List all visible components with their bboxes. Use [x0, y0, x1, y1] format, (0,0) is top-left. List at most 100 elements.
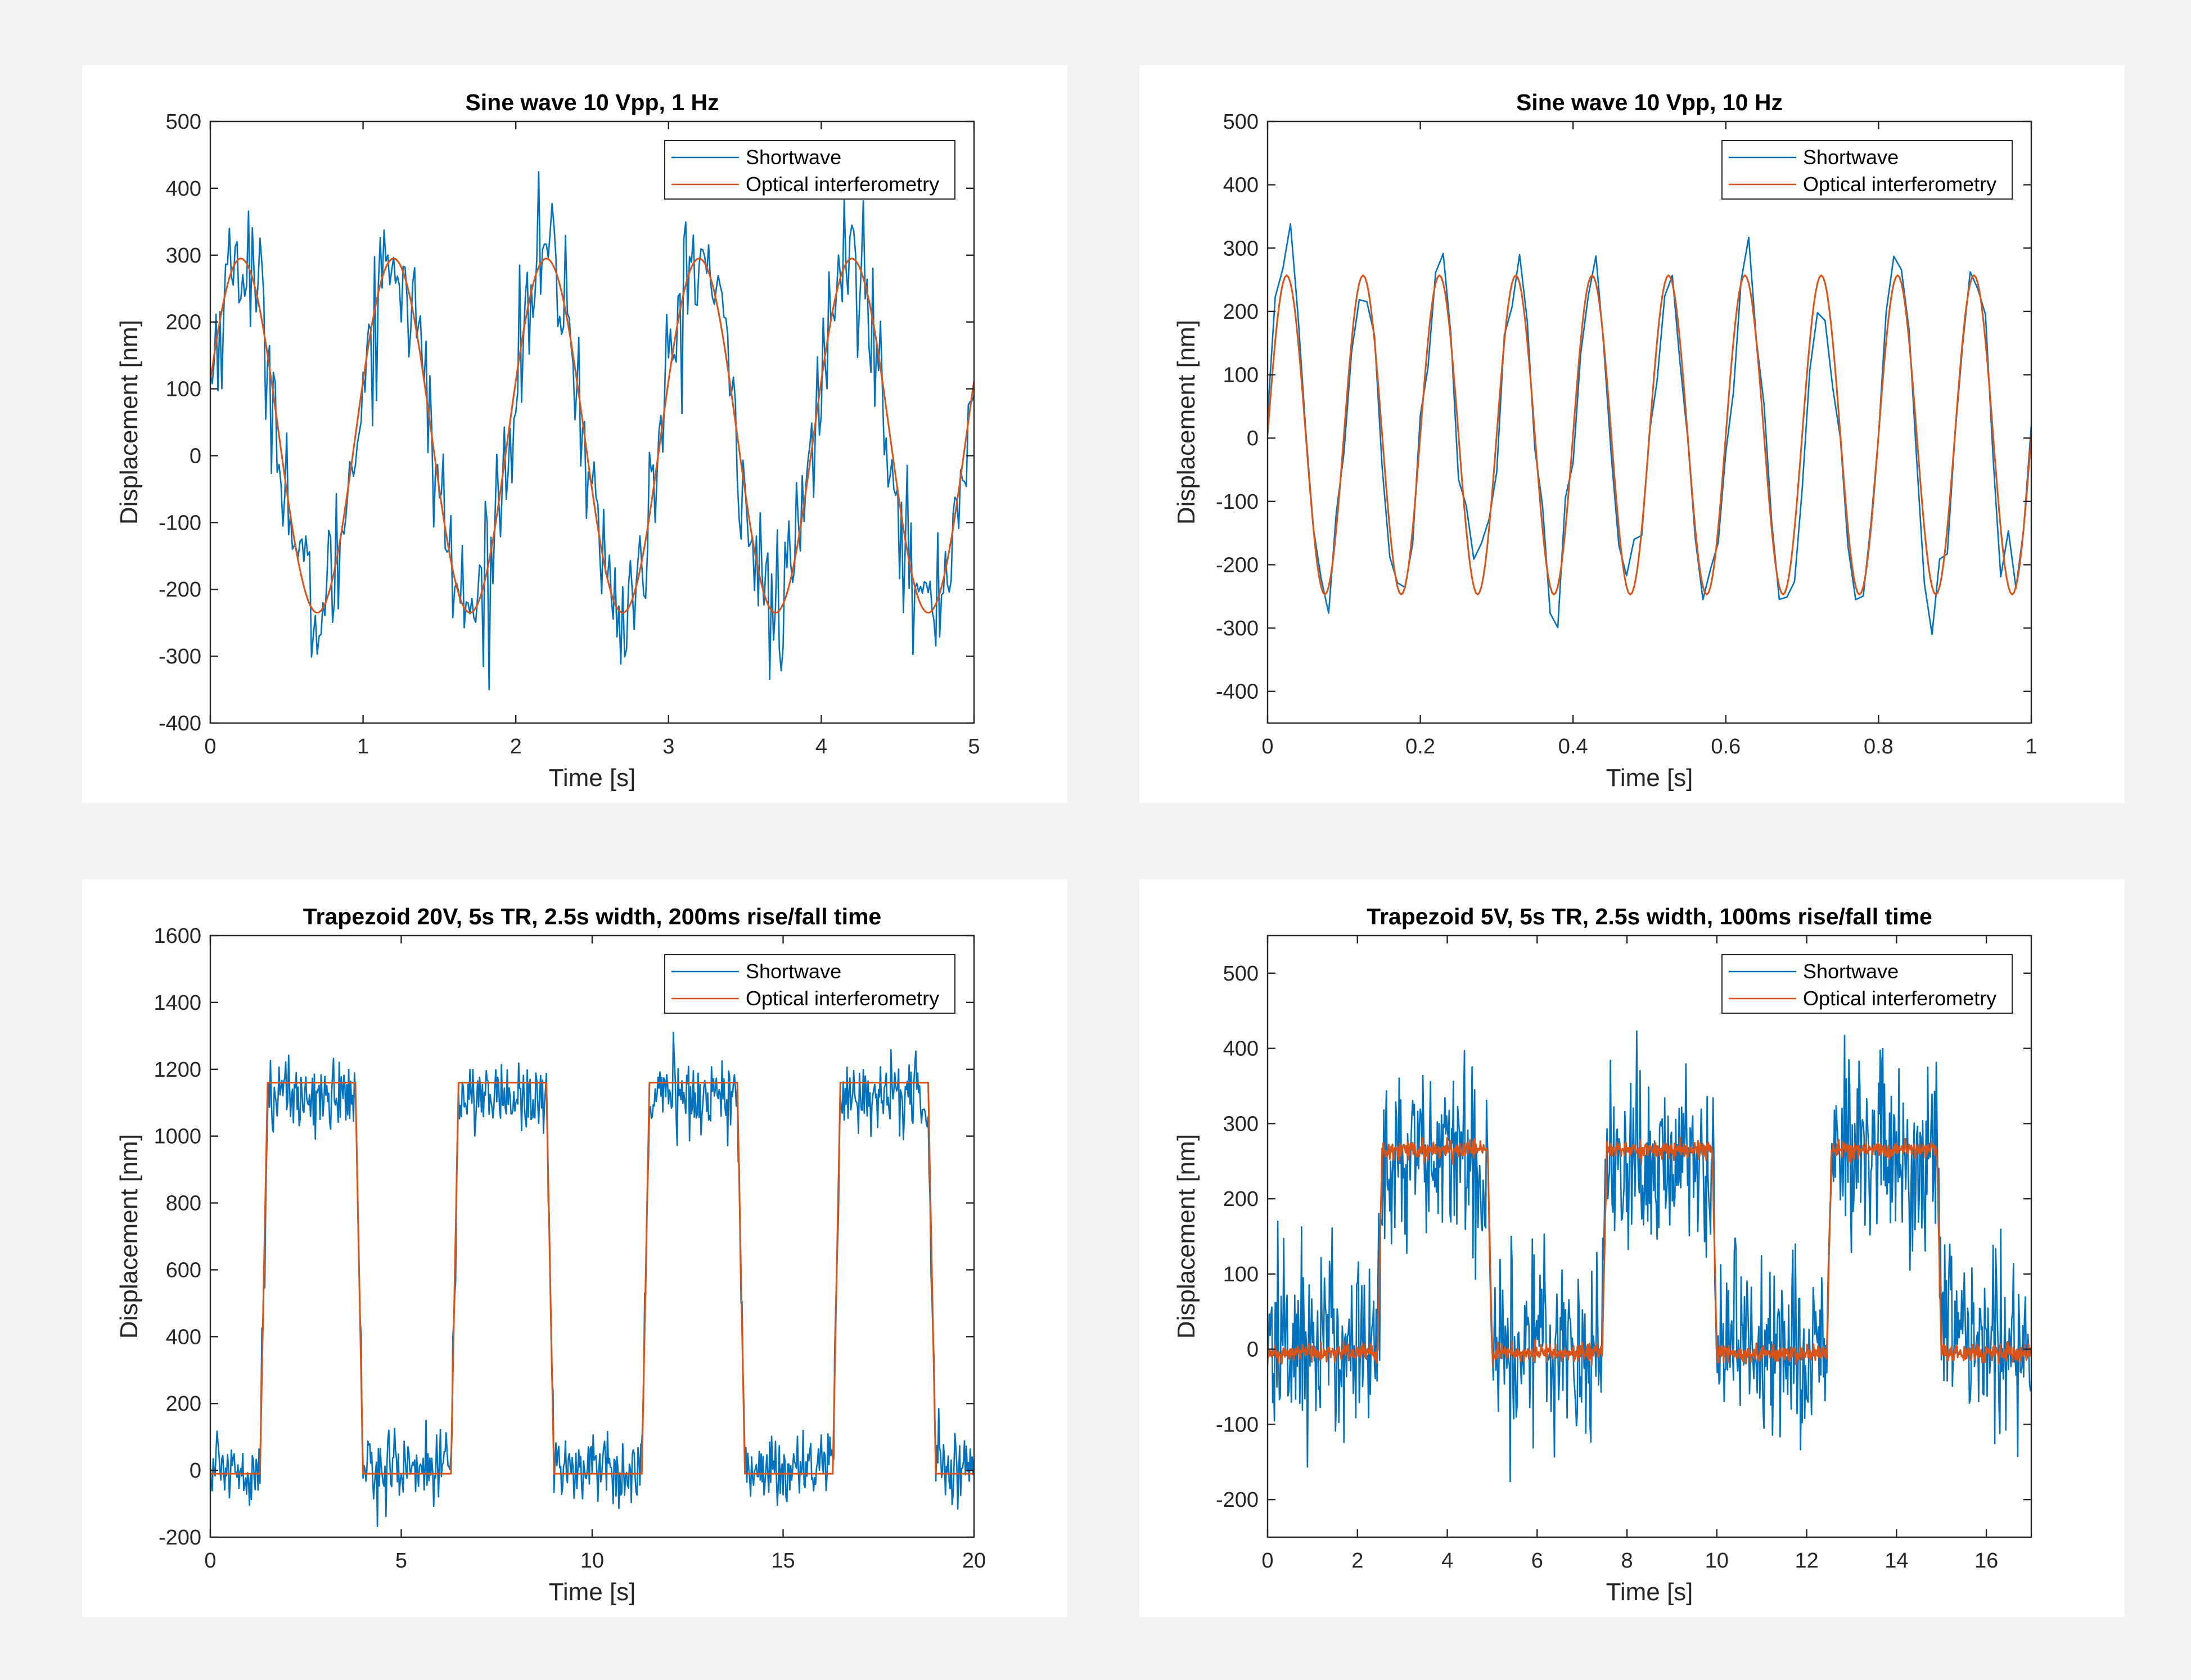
legend-entry-optical-label: Optical interferometry	[746, 987, 939, 1010]
x-tick-label: 16	[1974, 1549, 1998, 1573]
x-tick-label: 15	[771, 1549, 795, 1573]
y-tick-label: -200	[1216, 553, 1259, 577]
y-tick-label: 0	[190, 444, 201, 468]
y-tick-label: 100	[1223, 364, 1259, 387]
y-tick-label: 300	[1223, 1112, 1259, 1136]
legend-entry-shortwave-label: Shortwave	[1803, 146, 1899, 169]
y-tick-label: 0	[1247, 427, 1259, 450]
legend-box	[1721, 140, 2013, 200]
chart-svg: 0 0.2 0.4 0.6 0.8 1 -400 -300 -200 -100 0 100 200 300…	[1173, 89, 2037, 792]
legend-entry-shortwave-label: Shortwave	[746, 960, 841, 983]
x-tick-label: 0.8	[1864, 735, 1894, 758]
chart-panel-trapezoid-20v: 0 5 10 15 20 -200 0 200 400 600 800 1000 1200 1400 160…	[82, 879, 1067, 1617]
legend-box	[664, 140, 955, 200]
y-tick-label: 500	[1223, 110, 1259, 134]
axes-box	[1266, 120, 2032, 724]
x-tick-label: 2	[510, 735, 522, 758]
x-tick-label: 10	[1705, 1549, 1729, 1573]
y-tick-label: 500	[1223, 962, 1259, 986]
series-line-shortwave	[1268, 1030, 2031, 1483]
y-tick-label: 200	[166, 311, 201, 335]
y-tick-label: 400	[1223, 1037, 1259, 1061]
y-axis-label: Displacement [nm]	[1173, 1134, 1200, 1339]
y-tick-label: -100	[1216, 490, 1259, 514]
series-line-optical	[210, 1082, 974, 1475]
chart-title: Trapezoid 20V, 5s TR, 2.5s width, 200ms …	[303, 904, 881, 929]
series-line-optical	[210, 258, 974, 614]
x-tick-label: 1	[2025, 735, 2037, 758]
y-tick-label: 500	[166, 110, 201, 134]
y-tick-label: 400	[166, 177, 201, 201]
chart-panel-trapezoid-5v: 0 2 4 6 8 10 12 14 16 -200 -100 0 100 200 300 400 500 Tra…	[1139, 879, 2125, 1617]
x-tick-label: 12	[1795, 1549, 1818, 1573]
y-axis-label: Displacement [nm]	[1173, 320, 1200, 525]
series-line-optical	[1268, 274, 2031, 595]
series-line-optical	[1268, 1136, 2031, 1369]
x-axis-label: Time [s]	[1606, 764, 1693, 792]
y-tick-label: 100	[1223, 1263, 1259, 1286]
axes-box	[1266, 934, 2032, 1538]
y-tick-label: 1600	[154, 924, 201, 948]
x-tick-label: 2	[1351, 1549, 1363, 1573]
x-tick-label: 0	[204, 1549, 216, 1573]
y-tick-label: 300	[166, 244, 201, 268]
y-tick-label: 1400	[154, 991, 201, 1015]
y-tick-label: -200	[159, 578, 201, 602]
legend-entry-optical-label: Optical interferometry	[746, 173, 939, 196]
chart-title: Sine wave 10 Vpp, 1 Hz	[465, 89, 719, 115]
x-tick-label: 0	[1261, 735, 1273, 758]
y-tick-label: 1200	[154, 1058, 201, 1082]
x-tick-label: 20	[962, 1549, 986, 1573]
x-tick-label: 8	[1621, 1549, 1633, 1573]
x-tick-label: 0.4	[1558, 735, 1588, 758]
legend-entry-shortwave-label: Shortwave	[1803, 960, 1899, 983]
x-tick-label: 10	[580, 1549, 604, 1573]
x-tick-label: 1	[357, 735, 369, 758]
y-tick-label: 0	[1247, 1338, 1259, 1362]
y-tick-label: 400	[1223, 174, 1259, 197]
y-tick-label: -200	[1216, 1488, 1259, 1512]
chart-title: Trapezoid 5V, 5s TR, 2.5s width, 100ms r…	[1367, 904, 1932, 929]
y-axis-label: Displacement [nm]	[115, 1134, 143, 1339]
y-tick-label: 200	[1223, 1187, 1259, 1211]
x-axis-label: Time [s]	[1606, 1578, 1693, 1606]
x-tick-label: 5	[395, 1549, 407, 1573]
legend-box	[664, 954, 955, 1014]
chart-panel-sine-10hz: 0 0.2 0.4 0.6 0.8 1 -400 -300 -200 -100 0 100 200 300…	[1139, 65, 2125, 803]
x-tick-label: 0.6	[1711, 735, 1741, 758]
y-tick-label: -400	[1216, 680, 1259, 704]
legend: Shortwave Optical interferometry	[1721, 140, 2013, 200]
x-tick-label: 0	[1261, 1549, 1273, 1573]
y-tick-label: 200	[1223, 300, 1259, 324]
y-tick-label: -300	[1216, 617, 1259, 640]
x-axis-label: Time [s]	[549, 1578, 636, 1606]
x-tick-label: 0.2	[1405, 735, 1435, 758]
chart-title: Sine wave 10 Vpp, 10 Hz	[1516, 89, 1783, 115]
chart-panel-sine-1hz: 0 1 2 3 4 5 -400 -300 -200 -100 0 100 200 300 400 500 Si…	[82, 65, 1067, 803]
chart-svg: 0 2 4 6 8 10 12 14 16 -200 -100 0 100 200 300 400 500 Tra…	[1173, 904, 2032, 1606]
y-tick-label: 200	[166, 1392, 201, 1416]
legend-entry-optical-label: Optical interferometry	[1803, 173, 1996, 196]
y-tick-label: 100	[166, 378, 201, 401]
y-tick-label: 600	[166, 1258, 201, 1282]
y-tick-label: -200	[159, 1526, 201, 1550]
x-tick-label: 4	[1441, 1549, 1453, 1573]
y-axis-label: Displacement [nm]	[115, 320, 143, 525]
y-tick-label: -100	[1216, 1413, 1259, 1437]
y-tick-label: 800	[166, 1192, 201, 1216]
y-tick-label: -100	[159, 511, 201, 535]
y-tick-label: -300	[159, 645, 201, 669]
legend: Shortwave Optical interferometry	[664, 954, 955, 1014]
series-line-shortwave	[210, 1031, 974, 1527]
x-tick-label: 14	[1885, 1549, 1908, 1573]
legend: Shortwave Optical interferometry	[1721, 954, 2013, 1014]
y-tick-label: 300	[1223, 237, 1259, 260]
legend-entry-optical-label: Optical interferometry	[1803, 987, 1996, 1010]
x-tick-label: 5	[968, 735, 980, 758]
x-tick-label: 3	[662, 735, 674, 758]
chart-svg: 0 1 2 3 4 5 -400 -300 -200 -100 0 100 200 300 400 500 Si…	[115, 89, 980, 792]
x-tick-label: 0	[204, 735, 216, 758]
y-tick-label: 0	[190, 1459, 201, 1483]
legend: Shortwave Optical interferometry	[664, 140, 955, 200]
legend-entry-shortwave-label: Shortwave	[746, 146, 841, 169]
